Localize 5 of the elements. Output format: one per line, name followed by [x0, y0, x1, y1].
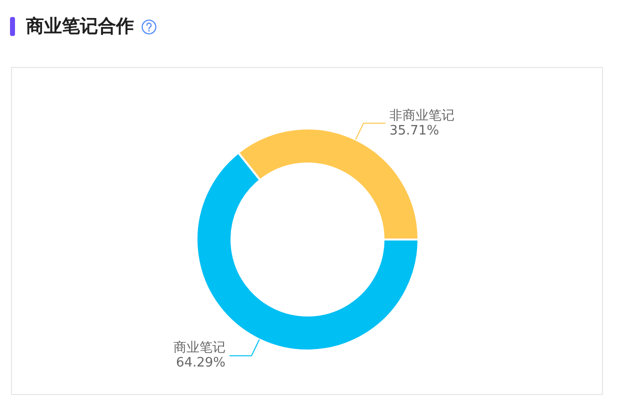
slice-label: 非商业笔记: [389, 108, 454, 124]
data-label: 64.29%: [176, 356, 226, 371]
slice-label: 商业笔记: [174, 340, 226, 356]
chart-title: 商业笔记合作: [26, 15, 134, 39]
data-label: 35.71%: [389, 123, 440, 138]
